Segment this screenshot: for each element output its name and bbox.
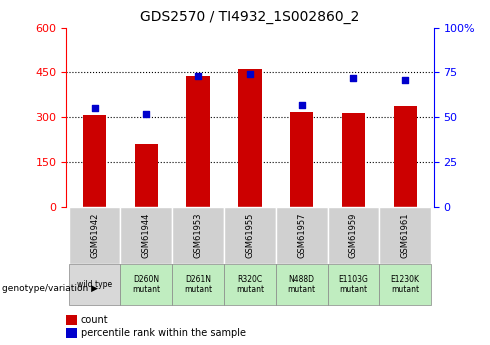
Bar <box>290 112 313 207</box>
Text: R320C
mutant: R320C mutant <box>236 275 264 294</box>
Bar <box>379 264 431 305</box>
Text: GSM61961: GSM61961 <box>401 213 410 258</box>
Text: N488D
mutant: N488D mutant <box>288 275 316 294</box>
Text: GSM61953: GSM61953 <box>194 213 203 258</box>
Bar <box>327 264 379 305</box>
Bar <box>121 264 172 305</box>
Point <box>246 71 254 77</box>
Bar <box>69 207 121 264</box>
Text: GSM61944: GSM61944 <box>142 213 151 258</box>
Text: E1103G
mutant: E1103G mutant <box>339 275 368 294</box>
Bar <box>121 207 172 264</box>
Bar <box>276 264 327 305</box>
Text: GSM61959: GSM61959 <box>349 213 358 258</box>
Point <box>143 111 150 117</box>
Text: GSM61942: GSM61942 <box>90 213 99 258</box>
Bar <box>66 328 77 338</box>
Text: E1230K
mutant: E1230K mutant <box>391 275 419 294</box>
Bar <box>224 207 276 264</box>
Bar <box>187 76 210 207</box>
Bar <box>276 207 327 264</box>
Text: percentile rank within the sample: percentile rank within the sample <box>81 328 246 338</box>
Bar <box>238 69 262 207</box>
Point <box>298 102 306 108</box>
Bar <box>172 264 224 305</box>
Point <box>349 75 357 81</box>
Text: GSM61955: GSM61955 <box>245 213 254 258</box>
Bar <box>69 264 121 305</box>
Bar <box>172 207 224 264</box>
Bar <box>327 207 379 264</box>
Bar <box>379 207 431 264</box>
Bar <box>66 315 77 325</box>
Title: GDS2570 / TI4932_1S002860_2: GDS2570 / TI4932_1S002860_2 <box>140 10 360 24</box>
Point <box>194 73 202 79</box>
Text: genotype/variation ▶: genotype/variation ▶ <box>2 284 98 293</box>
Text: wild type: wild type <box>77 280 112 289</box>
Point <box>91 106 98 111</box>
Text: D260N
mutant: D260N mutant <box>132 275 160 294</box>
Bar <box>342 112 365 207</box>
Bar <box>83 115 106 207</box>
Text: count: count <box>81 315 108 325</box>
Bar <box>135 144 158 207</box>
Text: GSM61957: GSM61957 <box>297 213 306 258</box>
Bar <box>393 106 417 207</box>
Text: D261N
mutant: D261N mutant <box>184 275 212 294</box>
Bar <box>224 264 276 305</box>
Point <box>401 77 409 82</box>
